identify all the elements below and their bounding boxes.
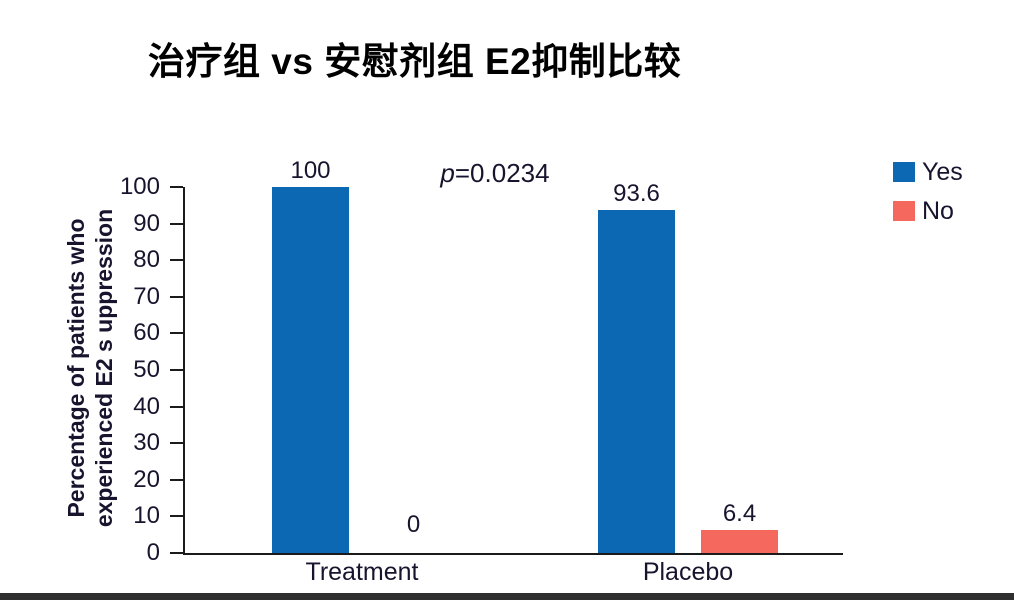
y-tick: [170, 552, 183, 554]
y-tick-label: 30: [133, 429, 160, 457]
x-category-label: Treatment: [305, 558, 419, 586]
y-tick: [170, 259, 183, 262]
y-tick: [170, 405, 183, 408]
y-tick: [170, 442, 183, 445]
x-category-label: Placebo: [642, 558, 734, 586]
legend-item-no: No: [893, 198, 963, 224]
y-tick-label: 50: [133, 356, 160, 383]
y-axis-line: [183, 187, 185, 555]
y-tick-label: 40: [133, 392, 160, 420]
p-value-text: =0.0234: [454, 158, 550, 188]
bar-placebo-yes: [598, 210, 675, 553]
y-tick: [170, 186, 183, 188]
chart-title: 治疗组 vs 安慰剂组 E2抑制比较: [148, 41, 682, 82]
y-tick-label: 80: [133, 246, 160, 274]
bar-placebo-no: [701, 529, 778, 553]
y-tick: [170, 478, 183, 481]
y-tick: [170, 369, 183, 371]
legend-label-yes: Yes: [922, 158, 963, 186]
y-tick: [170, 515, 183, 518]
y-tick-label: 20: [133, 465, 160, 493]
legend: Yes No: [893, 159, 963, 237]
bar-value-label: 6.4: [722, 499, 757, 527]
legend-swatch-no-icon: [893, 201, 915, 221]
y-tick: [170, 222, 183, 225]
bar-treatment-yes: [272, 187, 349, 553]
y-tick-label: 0: [146, 539, 160, 566]
y-tick: [170, 295, 183, 298]
legend-label-no: No: [922, 197, 954, 225]
y-tick-label: 70: [133, 282, 160, 310]
y-tick-label: 90: [133, 209, 160, 237]
y-tick-label: 100: [119, 173, 160, 200]
bar-value-label: 100: [290, 157, 331, 184]
bar-value-label: 0: [406, 511, 421, 538]
legend-item-yes: Yes: [893, 159, 963, 185]
x-axis-line: [183, 553, 843, 555]
bottom-border-strip: [0, 593, 1014, 600]
y-tick: [170, 332, 183, 335]
legend-swatch-yes-icon: [893, 162, 915, 182]
p-value-annotation: p=0.0234: [385, 158, 605, 189]
p-symbol: p: [440, 158, 455, 188]
y-tick-label: 10: [133, 502, 160, 530]
y-tick-label: 60: [133, 319, 160, 347]
bar-value-label: 93.6: [613, 180, 660, 208]
